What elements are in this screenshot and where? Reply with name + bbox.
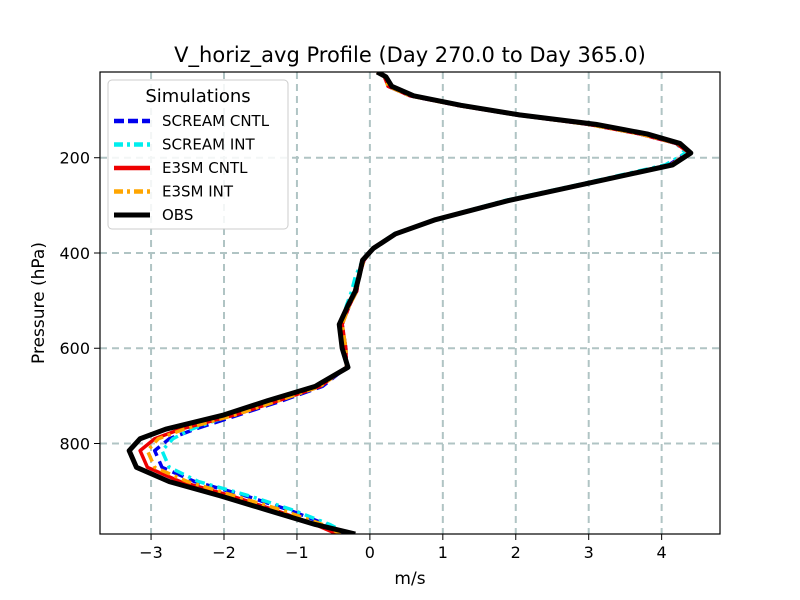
legend-label: SCREAM INT xyxy=(162,136,256,154)
legend: Simulations SCREAM CNTL SCREAM INT E3SM CN… xyxy=(107,79,289,230)
x-tick-label: 1 xyxy=(438,543,448,562)
x-tick-label: −3 xyxy=(139,543,163,562)
plot-frame xyxy=(99,71,721,535)
y-tick-label: 200 xyxy=(59,149,90,168)
grid-layer xyxy=(100,72,720,534)
legend-label: OBS xyxy=(162,206,193,224)
x-ticks-layer: −3 −2 −1 0 1 2 3 4 xyxy=(139,534,667,562)
y-tick-label: 400 xyxy=(59,244,90,263)
legend-label: SCREAM CNTL xyxy=(162,112,270,130)
legend-box xyxy=(107,79,289,230)
x-tick-label: −2 xyxy=(212,543,236,562)
series-line-scream-int xyxy=(160,72,688,534)
legend-label: E3SM INT xyxy=(162,183,234,201)
x-tick-label: −1 xyxy=(285,543,309,562)
legend-title: Simulations xyxy=(145,86,250,107)
x-axis-label: m/s xyxy=(394,569,425,589)
x-tick-label: 3 xyxy=(584,543,594,562)
legend-items: SCREAM CNTL SCREAM INT E3SM CNTL E3SM INT OB… xyxy=(114,112,270,224)
x-tick-label: 2 xyxy=(511,543,521,562)
y-ticks-layer: 200 400 600 800 xyxy=(59,149,100,454)
series-layer xyxy=(126,72,694,534)
y-tick-label: 800 xyxy=(59,435,90,454)
x-tick-label: 4 xyxy=(657,543,667,562)
chart-title: V_horiz_avg Profile (Day 270.0 to Day 36… xyxy=(174,43,646,68)
y-axis-label: Pressure (hPa) xyxy=(29,242,49,364)
y-tick-label: 600 xyxy=(59,339,90,358)
series-line-obs xyxy=(126,72,694,534)
legend-label: E3SM CNTL xyxy=(162,159,248,177)
x-tick-label: 0 xyxy=(365,543,375,562)
